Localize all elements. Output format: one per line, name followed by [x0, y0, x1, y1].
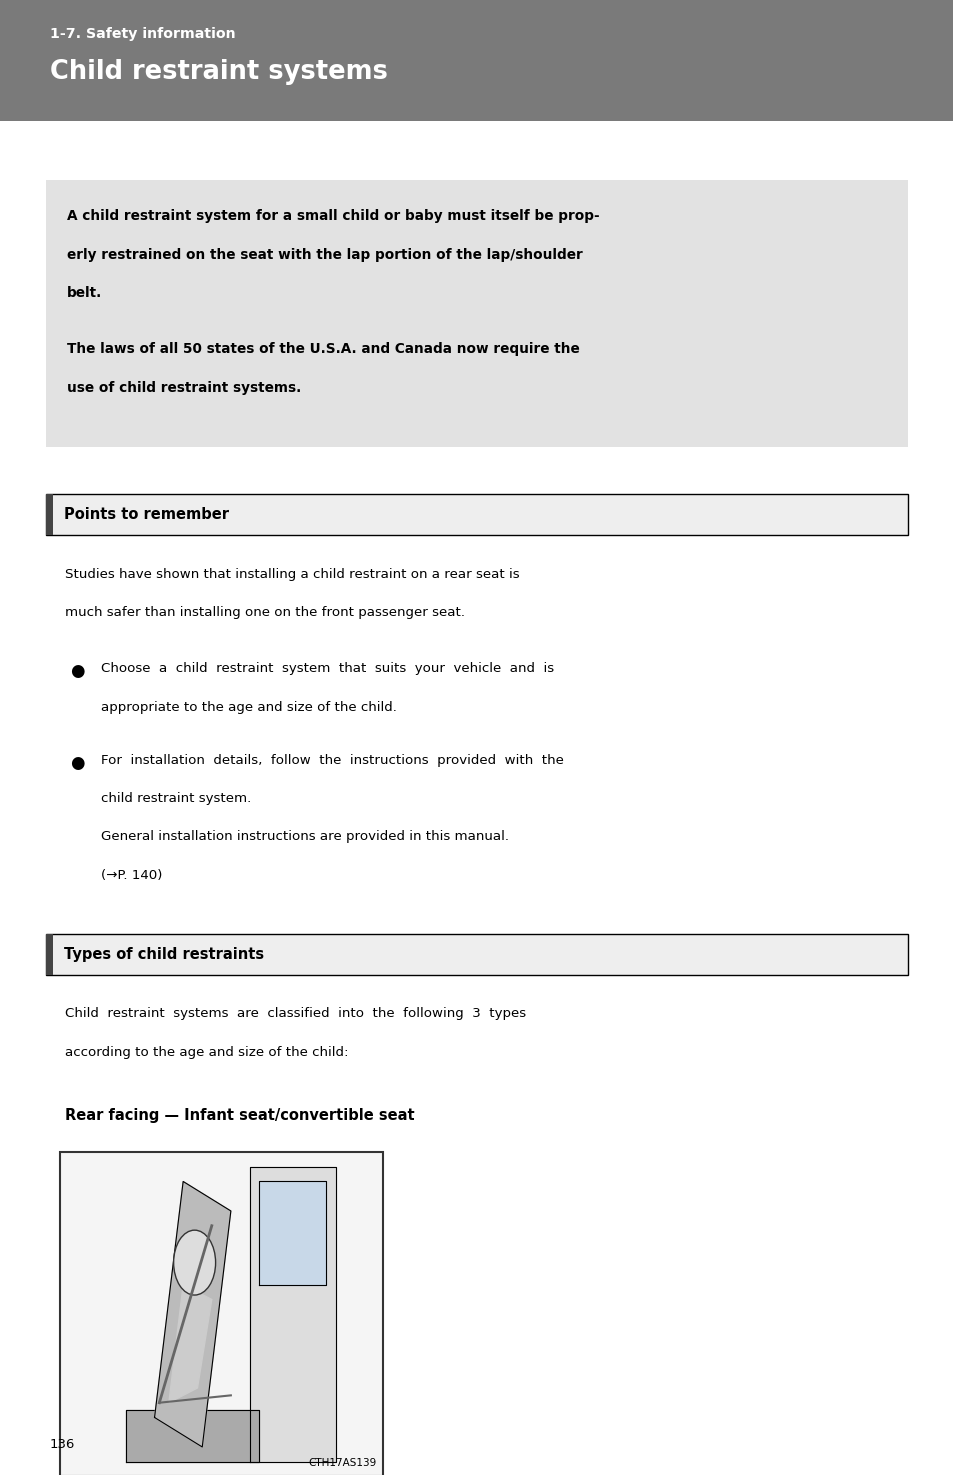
- Text: Studies have shown that installing a child restraint on a rear seat is: Studies have shown that installing a chi…: [65, 568, 519, 581]
- Text: erly restrained on the seat with the lap portion of the lap/shoulder: erly restrained on the seat with the lap…: [67, 248, 582, 261]
- Text: much safer than installing one on the front passenger seat.: much safer than installing one on the fr…: [65, 606, 464, 619]
- Text: Points to remember: Points to remember: [65, 507, 229, 522]
- Text: 136: 136: [50, 1438, 75, 1451]
- Text: use of child restraint systems.: use of child restraint systems.: [67, 381, 301, 394]
- Text: The laws of all 50 states of the U.S.A. and Canada now require the: The laws of all 50 states of the U.S.A. …: [67, 342, 578, 355]
- Text: CTH17AS139: CTH17AS139: [308, 1457, 376, 1468]
- Bar: [0, 0, 953, 121]
- Text: Types of child restraints: Types of child restraints: [65, 947, 264, 962]
- Text: Child restraint systems: Child restraint systems: [50, 59, 387, 86]
- Text: (→P. 140): (→P. 140): [101, 869, 162, 882]
- Polygon shape: [126, 1410, 259, 1462]
- Text: child restraint system.: child restraint system.: [101, 792, 252, 805]
- Polygon shape: [169, 1285, 212, 1403]
- Text: For  installation  details,  follow  the  instructions  provided  with  the: For installation details, follow the ins…: [101, 754, 563, 767]
- Bar: [46, 494, 907, 535]
- Text: ●: ●: [70, 662, 84, 680]
- Text: Rear facing — Infant seat/convertible seat: Rear facing — Infant seat/convertible se…: [65, 1108, 414, 1122]
- Bar: [46, 494, 53, 535]
- Text: Choose  a  child  restraint  system  that  suits  your  vehicle  and  is: Choose a child restraint system that sui…: [101, 662, 554, 676]
- Text: according to the age and size of the child:: according to the age and size of the chi…: [65, 1046, 348, 1059]
- Text: 1-7. Safety information: 1-7. Safety information: [50, 27, 235, 40]
- Bar: [46, 180, 907, 447]
- Polygon shape: [259, 1181, 326, 1285]
- Text: A child restraint system for a small child or baby must itself be prop-: A child restraint system for a small chi…: [67, 209, 598, 223]
- Bar: [60, 1152, 382, 1475]
- Text: belt.: belt.: [67, 286, 102, 299]
- Text: Child  restraint  systems  are  classified  into  the  following  3  types: Child restraint systems are classified i…: [65, 1007, 525, 1021]
- Bar: [46, 934, 53, 975]
- Text: ●: ●: [70, 754, 84, 771]
- Polygon shape: [250, 1167, 335, 1462]
- Bar: [46, 934, 907, 975]
- Circle shape: [173, 1230, 215, 1295]
- Text: General installation instructions are provided in this manual.: General installation instructions are pr…: [101, 830, 509, 844]
- Polygon shape: [154, 1181, 231, 1447]
- Text: appropriate to the age and size of the child.: appropriate to the age and size of the c…: [101, 701, 396, 714]
